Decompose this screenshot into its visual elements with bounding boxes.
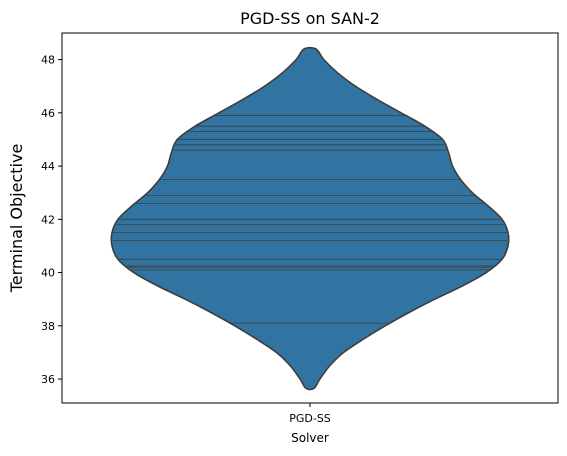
violin-body	[110, 46, 510, 391]
x-axis: PGD-SS	[289, 403, 331, 425]
y-tick-label: 38	[41, 320, 55, 333]
y-tick-label: 42	[41, 213, 55, 226]
y-tick-label: 46	[41, 107, 55, 120]
y-tick-label: 44	[41, 160, 55, 173]
y-tick-label: 48	[41, 54, 55, 67]
x-tick-label: PGD-SS	[289, 412, 331, 425]
y-axis: 36 38 40 42 44 46 48	[41, 54, 62, 386]
y-tick-label: 36	[41, 373, 55, 386]
violin-layer	[110, 46, 510, 391]
y-tick-label: 40	[41, 267, 55, 280]
y-axis-label: Terminal Objective	[7, 144, 26, 294]
x-axis-label: Solver	[291, 431, 329, 445]
chart-title: PGD-SS on SAN-2	[240, 9, 380, 28]
